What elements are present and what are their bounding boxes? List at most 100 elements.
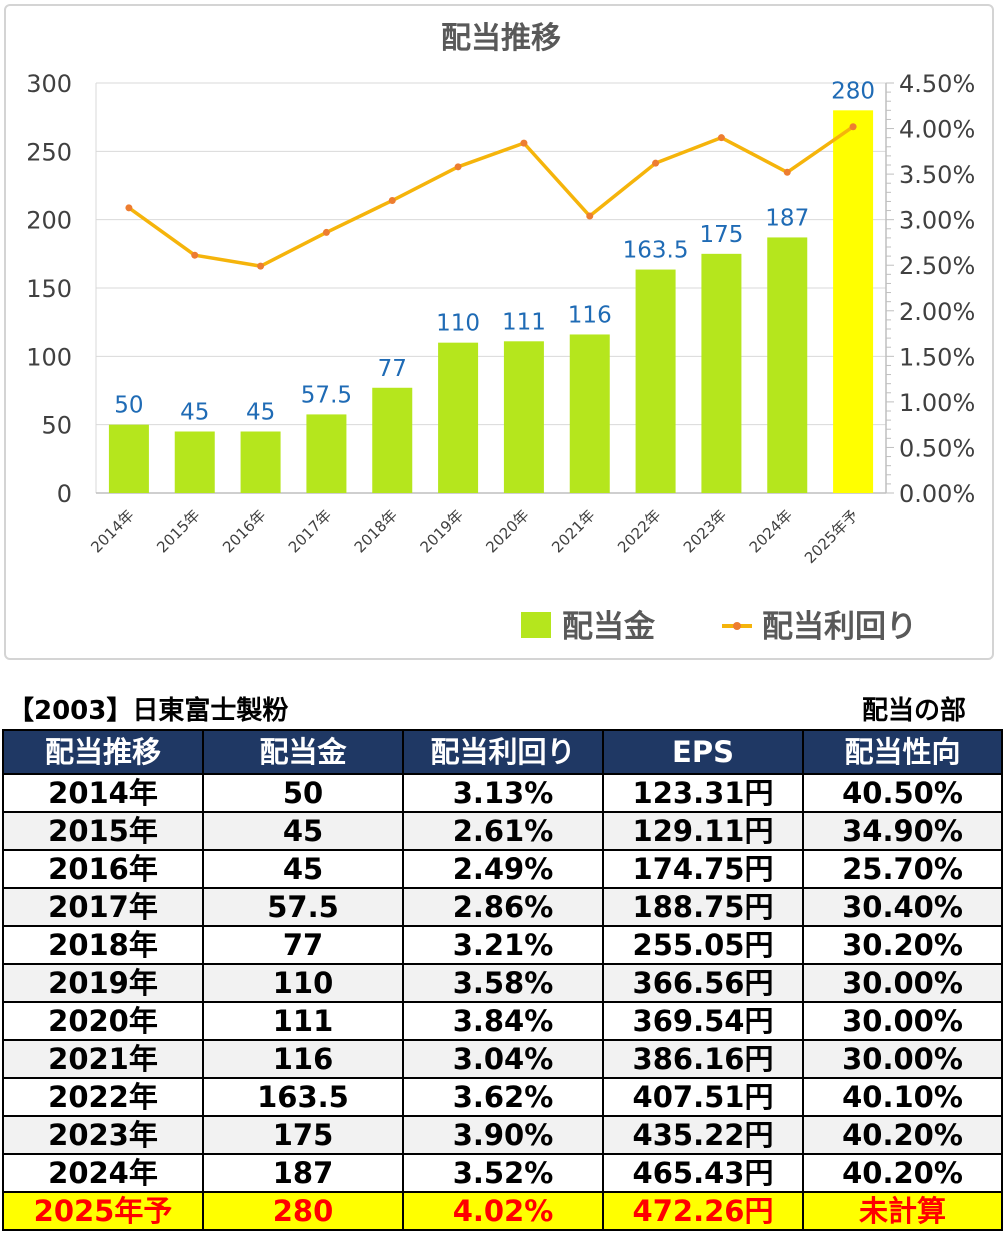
y-right-tick-label: 1.50% bbox=[899, 343, 975, 371]
yield-point bbox=[652, 159, 660, 167]
y-left-tick-label: 50 bbox=[41, 412, 72, 440]
x-tick-label: 2024年 bbox=[746, 506, 796, 556]
bar bbox=[306, 414, 347, 493]
table-row: 2022年 163.5 3.62% 407.51円 40.10% bbox=[2, 1077, 1003, 1117]
legend-line-marker bbox=[733, 622, 741, 630]
table-row: 2017年 57.5 2.86% 188.75円 30.40% bbox=[2, 887, 1003, 927]
table-row: 2015年 45 2.61% 129.11円 34.90% bbox=[2, 811, 1003, 851]
table-cell: 129.11円 bbox=[602, 811, 804, 851]
table-cell: 386.16円 bbox=[602, 1039, 804, 1079]
table-cell: 2020年 bbox=[2, 1001, 204, 1041]
header-cell: 配当利回り bbox=[402, 729, 604, 775]
table-row: 2016年 45 2.49% 174.75円 25.70% bbox=[2, 849, 1003, 889]
table-cell: 57.5 bbox=[202, 887, 404, 927]
bar-data-label: 187 bbox=[765, 205, 809, 231]
bar-data-label: 116 bbox=[568, 302, 612, 328]
dividend-chart: 配当推移 0 50 100 150 200 250 300 0.00% 0.50% 1.00% 1.5… bbox=[26, 21, 975, 645]
y-left-tick-label: 100 bbox=[26, 343, 72, 371]
table-cell: 2025年予 bbox=[2, 1191, 204, 1231]
bar bbox=[108, 424, 149, 493]
bar bbox=[438, 342, 479, 493]
table-cell: 465.43円 bbox=[602, 1153, 804, 1193]
header-cell: EPS bbox=[602, 729, 804, 775]
x-tick-label: 2018年 bbox=[351, 506, 401, 556]
table-cell: 40.50% bbox=[802, 773, 1003, 813]
table-cell: 2018年 bbox=[2, 925, 204, 965]
y-right-tick-label: 3.00% bbox=[899, 207, 975, 235]
bar bbox=[767, 237, 808, 493]
table-cell: 45 bbox=[202, 849, 404, 889]
x-tick-label: 2020年 bbox=[482, 506, 532, 556]
table-cell: 30.20% bbox=[802, 925, 1003, 965]
table-row: 2020年 111 3.84% 369.54円 30.00% bbox=[2, 1001, 1003, 1041]
table-cell: 255.05円 bbox=[602, 925, 804, 965]
table-cell: 2022年 bbox=[2, 1077, 204, 1117]
bar bbox=[701, 253, 742, 493]
x-tick-label: 2022年 bbox=[614, 506, 664, 556]
table-cell: 116 bbox=[202, 1039, 404, 1079]
x-tick-label: 2021年 bbox=[548, 506, 598, 556]
y-right-tick-label: 2.00% bbox=[899, 298, 975, 326]
bar bbox=[635, 269, 676, 493]
bar-data-label: 45 bbox=[180, 400, 209, 426]
header-cell: 配当推移 bbox=[2, 729, 204, 775]
table-cell: 407.51円 bbox=[602, 1077, 804, 1117]
table-cell: 3.13% bbox=[402, 773, 604, 813]
table-cell: 3.58% bbox=[402, 963, 604, 1003]
y-left-tick-label: 150 bbox=[26, 275, 72, 303]
bar bbox=[503, 341, 544, 493]
table-cell: 163.5 bbox=[202, 1077, 404, 1117]
table-cell: 2.61% bbox=[402, 811, 604, 851]
table-cell: 34.90% bbox=[802, 811, 1003, 851]
y-right-tick-label: 1.00% bbox=[899, 389, 975, 417]
table-cell: 30.00% bbox=[802, 963, 1003, 1003]
table-section-label: 配当の部 bbox=[861, 696, 966, 726]
table-cell: 30.00% bbox=[802, 1039, 1003, 1079]
bar bbox=[569, 334, 610, 493]
yield-point bbox=[454, 163, 462, 171]
x-tick-label: 2025年予 bbox=[801, 506, 862, 567]
bar-data-label: 280 bbox=[831, 78, 875, 104]
bar bbox=[833, 110, 874, 493]
bar-data-label: 50 bbox=[114, 393, 143, 419]
yield-point bbox=[586, 212, 594, 220]
header-cell: 配当金 bbox=[202, 729, 404, 775]
table-cell: 110 bbox=[202, 963, 404, 1003]
table-cell: 2.49% bbox=[402, 849, 604, 889]
table-cell: 187 bbox=[202, 1153, 404, 1193]
table-row: 2019年 110 3.58% 366.56円 30.00% bbox=[2, 963, 1003, 1003]
table-header-row: 配当推移 配当金 配当利回り EPS 配当性向 bbox=[2, 729, 1003, 775]
yield-point bbox=[125, 204, 133, 212]
table-cell: 2024年 bbox=[2, 1153, 204, 1193]
table-body: 2014年 50 3.13% 123.31円 40.50% 2015年 45 2.61% 129… bbox=[2, 773, 1003, 1231]
chart-panel: 配当推移 0 50 100 150 200 250 300 0.00% 0.50% 1.00% 1.5… bbox=[4, 4, 994, 660]
y-right-tick-label: 4.00% bbox=[899, 116, 975, 144]
yield-point bbox=[849, 123, 857, 131]
yield-point bbox=[257, 262, 265, 270]
table-cell: 45 bbox=[202, 811, 404, 851]
bar-data-label: 110 bbox=[436, 311, 480, 337]
y-right-tick-label: 3.50% bbox=[899, 161, 975, 189]
legend-line-label: 配当利回り bbox=[762, 609, 917, 645]
dividend-table: 配当推移 配当金 配当利回り EPS 配当性向 2014年 50 3.13% 123.… bbox=[2, 729, 1003, 1231]
table-cell: 3.52% bbox=[402, 1153, 604, 1193]
x-tick-label: 2015年 bbox=[153, 506, 203, 556]
table-title: 【2003】日東富士製粉 bbox=[8, 696, 289, 726]
header-cell: 配当性向 bbox=[802, 729, 1003, 775]
table-cell: 2023年 bbox=[2, 1115, 204, 1155]
y-right-tick-label: 0.50% bbox=[899, 434, 975, 462]
yield-line bbox=[127, 125, 855, 268]
table-cell: 174.75円 bbox=[602, 849, 804, 889]
y-left-tick-label: 300 bbox=[26, 70, 72, 98]
table-cell: 40.20% bbox=[802, 1115, 1003, 1155]
table-cell: 77 bbox=[202, 925, 404, 965]
y-left-tick-label: 0 bbox=[57, 480, 72, 508]
chart-title: 配当推移 bbox=[441, 21, 561, 56]
table-cell: 3.21% bbox=[402, 925, 604, 965]
bar bbox=[372, 387, 413, 493]
bar-data-label: 175 bbox=[699, 222, 743, 248]
table-row: 2018年 77 3.21% 255.05円 30.20% bbox=[2, 925, 1003, 965]
yield-point bbox=[717, 134, 725, 142]
table-cell: 280 bbox=[202, 1191, 404, 1231]
x-tick-label: 2019年 bbox=[417, 506, 467, 556]
